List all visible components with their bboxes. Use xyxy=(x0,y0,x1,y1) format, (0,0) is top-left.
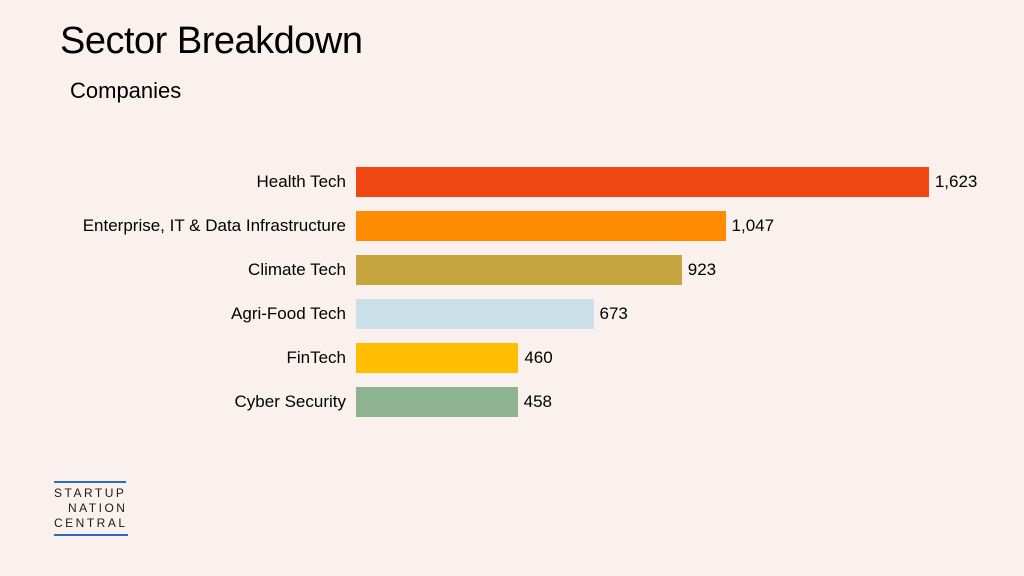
slide: Sector Breakdown Companies Health Tech1,… xyxy=(0,0,1024,576)
sector-bar-chart: Health Tech1,623Enterprise, IT & Data In… xyxy=(60,160,970,424)
bar xyxy=(356,299,594,329)
bar-track: 923 xyxy=(356,255,970,285)
bar-track: 673 xyxy=(356,299,970,329)
bar-label: Enterprise, IT & Data Infrastructure xyxy=(60,216,356,236)
bar-label: Agri-Food Tech xyxy=(60,304,356,324)
chart-row: Health Tech1,623 xyxy=(60,160,970,204)
chart-row: Climate Tech 923 xyxy=(60,248,970,292)
chart-row: Enterprise, IT & Data Infrastructure 1,04… xyxy=(60,204,970,248)
bar xyxy=(356,167,929,197)
bar-label: FinTech xyxy=(60,348,356,368)
bar-value: 1,047 xyxy=(726,211,775,241)
chart-row: FinTech 460 xyxy=(60,336,970,380)
page-subtitle: Companies xyxy=(70,78,181,104)
startup-nation-central-logo: STARTUP NATION CENTRAL xyxy=(54,481,128,536)
bar-value: 923 xyxy=(682,255,716,285)
bar-track: 460 xyxy=(356,343,970,373)
chart-row: Cyber Security 458 xyxy=(60,380,970,424)
bar xyxy=(356,255,682,285)
bar xyxy=(356,387,518,417)
chart-row: Agri-Food Tech 673 xyxy=(60,292,970,336)
bar-track: 458 xyxy=(356,387,970,417)
bar-label: Climate Tech xyxy=(60,260,356,280)
bar-track: 1,047 xyxy=(356,211,970,241)
logo-line-2: NATION xyxy=(54,501,127,515)
bar-label: Health Tech xyxy=(60,172,356,192)
bar xyxy=(356,211,726,241)
page-title: Sector Breakdown xyxy=(60,20,363,63)
bar-value: 1,623 xyxy=(929,167,978,197)
bar-track: 1,623 xyxy=(356,167,970,197)
logo-line-1: STARTUP xyxy=(54,481,126,501)
bar-label: Cyber Security xyxy=(60,392,356,412)
bar-value: 673 xyxy=(594,299,628,329)
bar xyxy=(356,343,518,373)
logo-line-3: CENTRAL xyxy=(54,516,128,536)
bar-value: 458 xyxy=(518,387,552,417)
bar-value: 460 xyxy=(518,343,552,373)
